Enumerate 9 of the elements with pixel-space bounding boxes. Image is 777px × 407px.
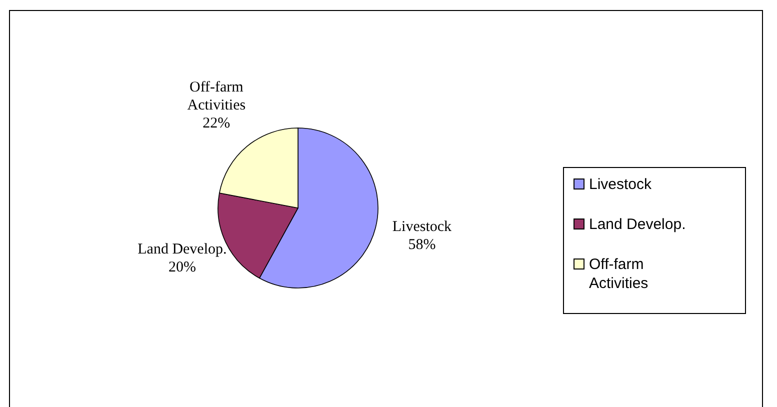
slice-label: Off-farm Activities bbox=[187, 79, 246, 114]
slice-label: Livestock bbox=[392, 218, 452, 235]
legend-label: Off-farm Activities bbox=[589, 256, 648, 292]
legend-label: Land Develop. bbox=[589, 216, 686, 233]
legend-label: Livestock bbox=[589, 176, 652, 193]
slice-label: Land Develop. bbox=[138, 242, 227, 258]
data-label: 22% bbox=[202, 115, 230, 132]
data-label: 58% bbox=[408, 236, 436, 253]
data-label: 20% bbox=[168, 260, 196, 276]
